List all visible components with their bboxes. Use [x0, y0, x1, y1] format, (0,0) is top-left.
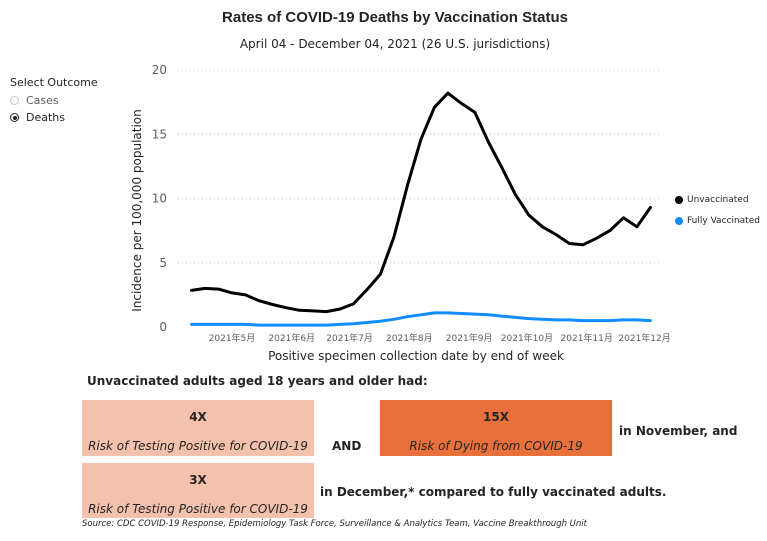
y-tick-label: 10 — [152, 192, 167, 206]
series-line-fully-vaccinated[interactable] — [190, 311, 652, 327]
x-tick-label: 2021年6月 — [268, 332, 315, 344]
y-tick-label: 15 — [152, 127, 167, 141]
and-text: AND — [332, 439, 362, 453]
summary-box-cases-december: 3X Risk of Testing Positive for COVID-19 — [82, 463, 314, 518]
legend-dot-icon — [675, 196, 683, 204]
legend-item-unvaccinated[interactable]: Unvaccinated — [675, 195, 749, 205]
select-outcome-heading: Select Outcome — [10, 76, 98, 89]
source-note: Source: CDC COVID-19 Response, Epidemiol… — [82, 519, 587, 529]
x-tick-label: 2021年10月 — [501, 332, 553, 344]
legend-item-fully-vaccinated[interactable]: Fully Vaccinated — [675, 216, 760, 226]
radio-label-cases: Cases — [26, 94, 59, 107]
november-suffix-text: in November, and — [619, 424, 738, 438]
x-tick-label: 2021年5月 — [209, 332, 256, 344]
summary-headline: Unvaccinated adults aged 18 years and ol… — [87, 374, 428, 388]
y-axis-label: Incidence per 100,000 population — [130, 109, 144, 312]
legend-dot-icon — [675, 217, 683, 225]
select-outcome-slicer: Select Outcome Cases Deaths — [10, 76, 98, 126]
y-axis-ticks: 0 5 10 15 20 — [152, 63, 167, 334]
december-suffix-text: in December,* compared to fully vaccinat… — [320, 485, 667, 499]
radio-option-deaths[interactable]: Deaths — [10, 109, 98, 126]
chart-title: Rates of COVID-19 Deaths by Vaccination … — [222, 9, 568, 26]
multiplier-15x: 15X — [483, 410, 509, 424]
x-tick-label: 2021年11月 — [561, 332, 613, 344]
risk-text: Risk of Dying from COVID-19 — [409, 439, 583, 453]
x-tick-label: 2021年9月 — [446, 332, 493, 344]
radio-checked-icon[interactable] — [10, 113, 19, 122]
summary-box-deaths-november: 15X Risk of Dying from COVID-19 — [380, 400, 612, 456]
y-tick-label: 20 — [152, 63, 167, 77]
x-axis-ticks: 2021年5月 2021年6月 2021年7月 2021年8月 2021年9月 2021年… — [209, 332, 671, 344]
legend-label-fully-vaccinated: Fully Vaccinated — [687, 216, 760, 226]
radio-unchecked-icon[interactable] — [10, 96, 19, 105]
summary-box-cases-november: 4X Risk of Testing Positive for COVID-19 — [82, 400, 314, 456]
radio-option-cases[interactable]: Cases — [10, 92, 98, 109]
legend-label-unvaccinated: Unvaccinated — [687, 195, 749, 205]
y-tick-label: 0 — [159, 320, 167, 334]
radio-label-deaths: Deaths — [26, 111, 65, 124]
chart-subtitle: April 04 - December 04, 2021 (26 U.S. ju… — [239, 37, 551, 51]
y-tick-label: 5 — [159, 256, 167, 270]
risk-text: Risk of Testing Positive for COVID-19 — [88, 439, 308, 453]
x-tick-label: 2021年12月 — [618, 332, 670, 344]
gridlines — [178, 69, 660, 264]
x-tick-label: 2021年8月 — [386, 332, 433, 344]
series-lines — [190, 91, 652, 327]
risk-text: Risk of Testing Positive for COVID-19 — [88, 502, 308, 516]
x-axis-label: Positive specimen collection date by end… — [268, 349, 564, 363]
multiplier-4x: 4X — [189, 410, 207, 424]
multiplier-3x: 3X — [189, 473, 207, 487]
x-tick-label: 2021年7月 — [326, 332, 373, 344]
series-line-unvaccinated[interactable] — [190, 91, 652, 314]
